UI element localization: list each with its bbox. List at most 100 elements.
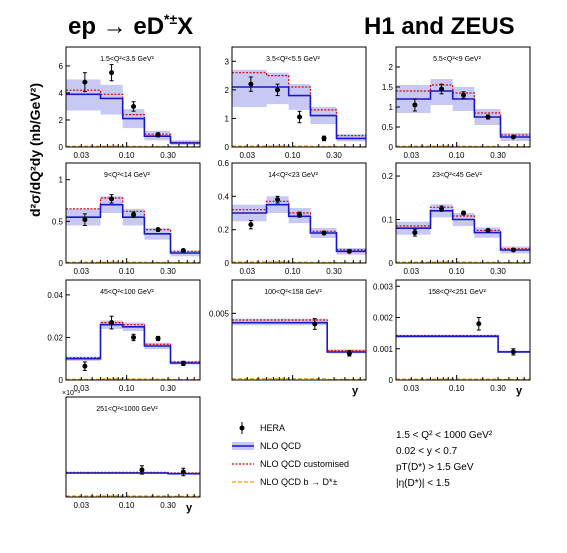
x-tick-label: 0.30 bbox=[326, 267, 342, 276]
legend-label-custom: NLO QCD customised bbox=[260, 459, 349, 469]
data-point bbox=[510, 134, 516, 140]
kinematic-cut: 0.02 < y < 0.7 bbox=[396, 446, 458, 457]
data-point bbox=[510, 247, 516, 253]
x-tick-label: 0.03 bbox=[73, 151, 89, 160]
panel-q2-range: 9<Q²<14 GeV² bbox=[104, 172, 151, 179]
data-point bbox=[155, 132, 161, 138]
customised-line bbox=[232, 319, 366, 352]
x-tick-label: 0.30 bbox=[490, 384, 506, 393]
x-tick-label: 0.10 bbox=[119, 384, 135, 393]
y-tick-label: 0.5 bbox=[52, 217, 64, 226]
legend: HERA NLO QCD NLO QCD customised NLO QCD b →… bbox=[232, 422, 493, 489]
legend-data-marker bbox=[239, 425, 245, 431]
panel-q2-range: 45<Q²<100 GeV² bbox=[100, 289, 154, 296]
panel-4: 0 0.5 1 0.03 0.10 0.30 9<Q²<14 GeV² bbox=[52, 162, 201, 276]
customised-line bbox=[66, 89, 200, 143]
panel-q2-range: 14<Q²<23 GeV² bbox=[268, 172, 318, 179]
y-tick-label: 0 bbox=[59, 143, 64, 152]
kinematic-cut: pT(D*) > 1.5 GeV bbox=[396, 462, 474, 473]
data-point bbox=[461, 210, 467, 216]
x-tick-label: 0.10 bbox=[285, 267, 301, 276]
y-tick-label: 3 bbox=[225, 57, 230, 66]
data-point bbox=[180, 469, 186, 475]
x-tick-label: 0.10 bbox=[119, 151, 135, 160]
x-tick-label: 0.03 bbox=[73, 384, 89, 393]
data-point bbox=[109, 196, 115, 202]
y-tick-label: 0.002 bbox=[373, 314, 394, 323]
panel-6: 0 0.1 0.2 0.03 0.10 0.30 23<Q²<45 GeV² bbox=[382, 162, 531, 276]
x-tick-label: 0.30 bbox=[160, 151, 176, 160]
panel-frame bbox=[65, 396, 201, 498]
x-axis-label: y bbox=[186, 502, 193, 514]
data-point bbox=[131, 212, 137, 218]
y-tick-label: 1 bbox=[389, 103, 394, 112]
x-tick-label: 0.30 bbox=[160, 501, 176, 510]
legend-label-nlo: NLO QCD bbox=[260, 441, 302, 451]
data-point bbox=[321, 230, 327, 236]
figure-title-left: ep → eD*±X bbox=[68, 11, 193, 40]
data-point bbox=[131, 334, 137, 340]
customised-line bbox=[396, 335, 530, 353]
data-point bbox=[485, 114, 491, 120]
data-point bbox=[139, 467, 145, 473]
panel-2: 0 1 2 3 0.03 0.10 0.30 3.5<Q²<5.5 GeV² bbox=[225, 46, 367, 160]
data-point bbox=[82, 217, 88, 223]
y-tick-label: 0.4 bbox=[218, 192, 230, 201]
legend-label-beauty: NLO QCD b → D*± bbox=[260, 477, 338, 487]
x-tick-label: 0.10 bbox=[119, 267, 135, 276]
y-tick-label: 0.001 bbox=[373, 345, 394, 354]
data-point bbox=[155, 336, 161, 342]
data-point bbox=[155, 227, 161, 233]
x-tick-label: 0.10 bbox=[449, 384, 465, 393]
x-tick-label: 0.30 bbox=[326, 151, 342, 160]
y-tick-label: 0.2 bbox=[218, 226, 230, 235]
nlo-band-bin bbox=[232, 69, 267, 107]
data-point bbox=[412, 230, 418, 236]
y-tick-label: 2 bbox=[59, 116, 64, 125]
data-point bbox=[439, 86, 445, 92]
x-tick-label: 0.03 bbox=[73, 267, 89, 276]
panel-10: 0.03 0.10 0.30 ×10⁻³ 251<Q²<1000 GeV² y bbox=[62, 390, 201, 514]
x-tick-label: 0.03 bbox=[239, 267, 255, 276]
x-tick-label: 0.03 bbox=[73, 501, 89, 510]
y-tick-label: 0 bbox=[389, 259, 394, 268]
x-tick-label: 0.03 bbox=[403, 384, 419, 393]
panel-q2-range: 158<Q²<251 GeV² bbox=[428, 289, 486, 296]
x-tick-label: 0.30 bbox=[160, 267, 176, 276]
x-tick-label: 0.03 bbox=[403, 267, 419, 276]
kinematic-cut: 1.5 < Q² < 1000 GeV² bbox=[396, 430, 493, 441]
panel-9: 0 0.001 0.002 0.003 0.03 0.10 0.30 158<Q²<251 G… bbox=[373, 279, 531, 397]
beauty-line bbox=[66, 378, 200, 381]
data-point bbox=[275, 197, 281, 203]
y-tick-label: 1 bbox=[225, 114, 230, 123]
beauty-line bbox=[232, 378, 366, 380]
data-point bbox=[82, 363, 88, 369]
panel-q2-range: 23<Q²<45 GeV² bbox=[432, 172, 482, 179]
kinematic-cut: |η(D*)| < 1.5 bbox=[396, 478, 450, 489]
y-tick-label: 1 bbox=[59, 176, 64, 185]
y-tick-label: 2 bbox=[225, 86, 230, 95]
panel-frame bbox=[65, 46, 201, 148]
panel-frame bbox=[395, 46, 531, 148]
y-tick-label: 0.6 bbox=[218, 159, 230, 168]
panel-frame bbox=[231, 162, 367, 264]
x-tick-label: 0.10 bbox=[449, 267, 465, 276]
nlo-line bbox=[66, 93, 200, 144]
nlo-line bbox=[66, 472, 200, 475]
data-point bbox=[476, 321, 482, 327]
y-tick-label: 0 bbox=[389, 376, 394, 385]
data-point bbox=[412, 102, 418, 108]
y-axis-exponent: ×10⁻³ bbox=[62, 390, 81, 397]
data-point bbox=[180, 248, 186, 253]
figure-title-right: H1 and ZEUS bbox=[364, 13, 515, 40]
panel-5: 0 0.2 0.4 0.6 0.03 0.10 0.30 14<Q²<23 GeV² bbox=[218, 159, 367, 276]
panel-frame bbox=[65, 162, 201, 264]
data-point bbox=[297, 212, 303, 218]
y-tick-label: 0.2 bbox=[382, 172, 394, 181]
y-tick-label: 0 bbox=[389, 143, 394, 152]
panel-8: 0.005 100<Q²<158 GeV² y bbox=[209, 279, 367, 397]
y-tick-label: 4 bbox=[59, 89, 64, 98]
data-point bbox=[297, 114, 303, 120]
nlo-line bbox=[396, 90, 530, 138]
